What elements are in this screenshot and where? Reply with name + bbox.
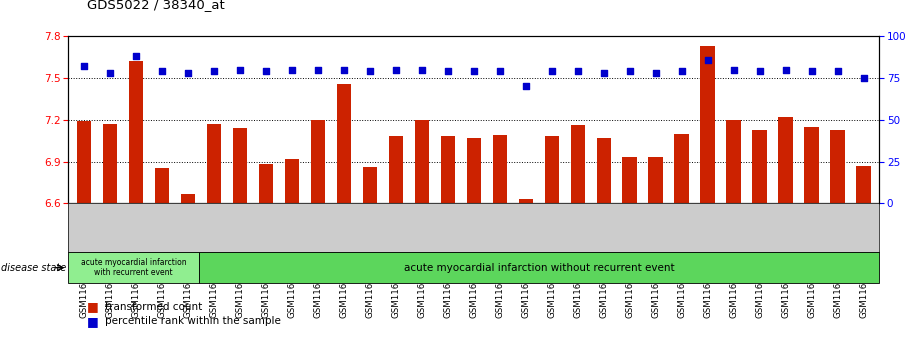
Point [570,69,585,74]
Point [77,64,91,69]
Point [752,69,767,74]
Point [674,69,689,74]
Point [232,67,247,73]
Bar [337,83,351,203]
Point [180,70,195,76]
Point [830,69,844,74]
Bar [804,127,819,203]
Text: acute myocardial infarction without recurrent event: acute myocardial infarction without recu… [404,263,674,273]
Bar [103,124,117,203]
Bar [466,138,481,203]
Point [259,69,273,74]
Bar [363,167,377,203]
Point [622,69,637,74]
Bar [831,130,844,203]
Bar [674,134,689,203]
Text: acute myocardial infarction
with recurrent event: acute myocardial infarction with recurre… [81,258,187,277]
Text: transformed count: transformed count [105,302,202,312]
Bar [545,136,558,203]
Bar [597,138,610,203]
Bar [128,61,143,203]
Bar [701,46,715,203]
Bar [778,117,793,203]
Point [493,69,507,74]
Point [128,53,143,59]
Bar [200,252,879,283]
Bar [518,199,533,203]
Point [518,83,533,89]
Point [778,67,793,73]
Point [545,69,559,74]
Text: ■: ■ [87,300,98,313]
Bar [441,136,455,203]
Point [804,69,819,74]
Point [336,67,351,73]
Point [284,67,299,73]
Text: ■: ■ [87,315,98,328]
Bar [232,128,247,203]
Text: disease state: disease state [1,263,67,273]
Bar [68,252,200,283]
Point [701,57,715,62]
Point [155,69,169,74]
Bar [493,135,507,203]
Point [726,67,741,73]
Bar [259,164,273,203]
Bar [752,130,767,203]
Point [363,69,377,74]
Bar [389,136,403,203]
Bar [649,157,663,203]
Bar [77,121,91,203]
Point [415,67,429,73]
Bar [284,159,299,203]
Point [388,67,403,73]
Text: GDS5022 / 38340_at: GDS5022 / 38340_at [87,0,224,11]
Bar [155,168,169,203]
Bar [570,125,585,203]
Point [649,70,663,76]
Bar [726,120,741,203]
Point [103,70,118,76]
Point [466,69,481,74]
Bar [415,120,429,203]
Bar [311,120,325,203]
Bar [180,193,195,203]
Bar [622,157,637,203]
Bar [207,124,221,203]
Point [311,67,325,73]
Bar [856,166,871,203]
Point [207,69,221,74]
Text: percentile rank within the sample: percentile rank within the sample [105,316,281,326]
Point [597,70,611,76]
Point [856,75,871,81]
Point [440,69,455,74]
